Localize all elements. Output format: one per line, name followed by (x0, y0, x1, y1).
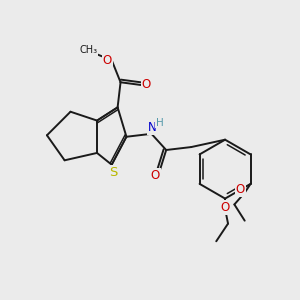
Text: H: H (156, 118, 164, 128)
Text: S: S (109, 166, 117, 178)
Text: O: O (142, 78, 151, 91)
Text: O: O (151, 169, 160, 182)
Text: O: O (103, 54, 112, 67)
Text: O: O (220, 201, 230, 214)
Text: O: O (236, 183, 245, 196)
Text: CH₃: CH₃ (79, 45, 97, 55)
Text: N: N (148, 121, 156, 134)
